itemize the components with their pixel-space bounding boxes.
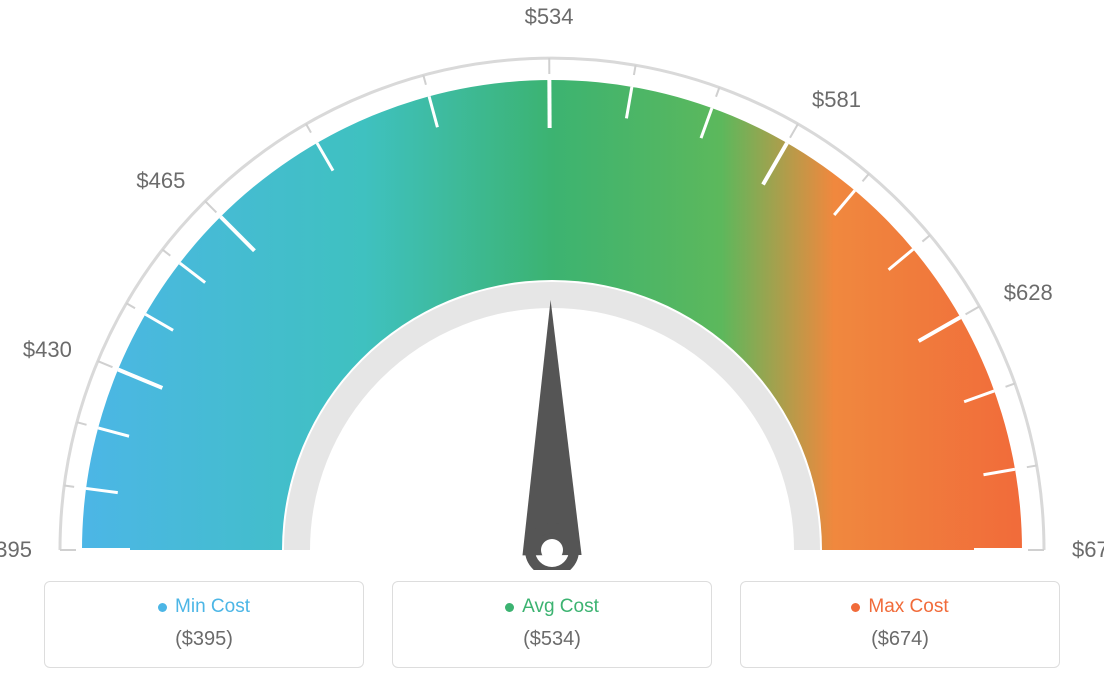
legend-max-value: ($674) bbox=[741, 628, 1059, 651]
gauge-chart: $395$430$465$534$581$628$674 bbox=[22, 10, 1082, 570]
gauge-tick-label: $465 bbox=[136, 168, 185, 194]
legend-max-label: Max Cost bbox=[868, 596, 948, 618]
dot-icon bbox=[158, 603, 167, 612]
gauge-tick-label: $581 bbox=[812, 87, 861, 113]
gauge-tick-label: $628 bbox=[1004, 280, 1053, 306]
dot-icon bbox=[851, 603, 860, 612]
legend-row: Min Cost ($395) Avg Cost ($534) Max Cost… bbox=[44, 581, 1060, 668]
legend-avg: Avg Cost ($534) bbox=[392, 581, 712, 668]
legend-min-label: Min Cost bbox=[175, 596, 250, 618]
dot-icon bbox=[505, 603, 514, 612]
legend-min: Min Cost ($395) bbox=[44, 581, 364, 668]
legend-max: Max Cost ($674) bbox=[740, 581, 1060, 668]
legend-min-value: ($395) bbox=[45, 628, 363, 651]
gauge-tick-label: $534 bbox=[525, 4, 574, 30]
legend-avg-value: ($534) bbox=[393, 628, 711, 651]
gauge-tick-label: $395 bbox=[0, 537, 32, 563]
gauge-svg bbox=[22, 10, 1082, 570]
gauge-tick-label: $674 bbox=[1072, 537, 1104, 563]
legend-avg-label: Avg Cost bbox=[522, 596, 599, 618]
gauge-tick-label: $430 bbox=[23, 337, 72, 363]
